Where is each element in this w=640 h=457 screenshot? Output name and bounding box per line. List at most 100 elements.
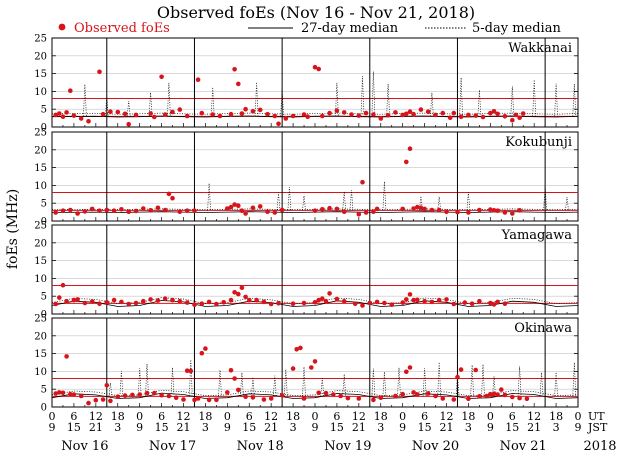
data-point-observed bbox=[159, 393, 164, 398]
data-point-observed bbox=[60, 114, 66, 119]
data-point-observed bbox=[458, 367, 464, 372]
station-panels: 0 5 10 15 20 25 Wakkanai 0 5 10 15 20 25 Kokubunji 0 5 1… bbox=[34, 34, 579, 414]
data-point-observed bbox=[524, 396, 530, 402]
data-point-observed bbox=[177, 209, 183, 214]
data-point-observed bbox=[71, 297, 77, 303]
data-point-observed bbox=[214, 301, 219, 307]
data-point-observed bbox=[71, 113, 77, 118]
panel-okinawa: 0 5 10 15 20 25 Okinawa bbox=[34, 314, 579, 414]
y-tick-label: 25 bbox=[34, 314, 47, 325]
x-tick-label-ut: 0 bbox=[49, 410, 56, 423]
x-tick-label-ut: 12 bbox=[527, 410, 541, 423]
series-5day-spike bbox=[335, 82, 339, 117]
data-point-observed bbox=[488, 391, 493, 397]
data-point-observed bbox=[447, 115, 453, 120]
data-point-observed bbox=[78, 116, 84, 121]
data-point-observed bbox=[312, 64, 318, 70]
data-point-observed bbox=[170, 109, 175, 115]
data-point-observed bbox=[130, 392, 135, 398]
data-point-observed bbox=[451, 397, 457, 402]
data-point-observed bbox=[374, 206, 380, 212]
data-point-observed bbox=[301, 396, 307, 401]
data-point-observed bbox=[75, 297, 80, 302]
data-point-observed bbox=[477, 394, 482, 399]
data-point-observed bbox=[177, 298, 183, 304]
x-tick-label-ut: 0 bbox=[136, 410, 143, 423]
data-point-observed bbox=[71, 392, 77, 397]
data-point-observed bbox=[177, 107, 183, 112]
data-point-observed bbox=[312, 300, 318, 305]
y-axis-label: foEs (MHz) bbox=[5, 189, 21, 269]
x-tick-label-jst: 9 bbox=[399, 421, 406, 434]
data-point-observed bbox=[144, 390, 150, 396]
data-point-observed bbox=[100, 397, 106, 402]
data-point-observed bbox=[429, 207, 435, 213]
data-point-observed bbox=[510, 117, 515, 123]
x-tick-label-jst: 3 bbox=[202, 421, 209, 434]
data-point-observed bbox=[162, 207, 168, 213]
data-point-observed bbox=[100, 111, 106, 117]
series-5day-spike bbox=[126, 100, 131, 117]
data-point-observed bbox=[192, 208, 197, 213]
data-point-observed bbox=[320, 113, 325, 119]
data-point-observed bbox=[108, 109, 113, 114]
x-tick-label-jst: 15 bbox=[242, 421, 256, 434]
data-point-observed bbox=[433, 393, 438, 399]
data-point-observed bbox=[53, 301, 58, 307]
data-point-observed bbox=[327, 291, 332, 296]
series-5day-spike bbox=[320, 378, 325, 397]
x-tick-label-jst: 21 bbox=[264, 421, 278, 434]
x-tick-label-jst: 15 bbox=[505, 421, 519, 434]
series-5day-median bbox=[51, 112, 579, 115]
data-point-observed bbox=[64, 298, 69, 304]
x-tick-label-ut: 0 bbox=[575, 410, 582, 423]
data-point-observed bbox=[232, 67, 237, 72]
data-point-observed bbox=[499, 387, 504, 392]
series-5day-spike bbox=[83, 84, 87, 117]
data-point-observed bbox=[64, 110, 69, 115]
data-point-observed bbox=[97, 301, 102, 307]
data-point-observed bbox=[57, 295, 62, 300]
data-point-observed bbox=[444, 209, 449, 214]
data-point-observed bbox=[491, 391, 497, 397]
data-point-observed bbox=[298, 345, 303, 351]
data-point-observed bbox=[484, 393, 490, 399]
y-tick-label: 25 bbox=[34, 221, 47, 232]
data-point-observed bbox=[232, 376, 237, 381]
data-point-observed bbox=[268, 301, 274, 307]
data-point-observed bbox=[243, 211, 248, 216]
day-label: Nov 21 bbox=[500, 439, 547, 454]
data-point-observed bbox=[495, 208, 500, 213]
series-5day-spike bbox=[371, 368, 376, 397]
legend-5day-label: 5-day median bbox=[472, 21, 561, 36]
data-point-observed bbox=[440, 110, 446, 116]
data-point-observed bbox=[400, 300, 406, 305]
panel-yamagawa: 0 5 10 15 20 25 Yamagawa bbox=[34, 221, 579, 321]
x-tick-label-ut: 0 bbox=[224, 410, 231, 423]
y-tick-label: 10 bbox=[34, 274, 47, 285]
data-point-observed bbox=[60, 282, 66, 288]
series-5day-spike bbox=[565, 197, 569, 211]
jst-axis-label: JST bbox=[587, 421, 608, 434]
data-point-observed bbox=[225, 390, 230, 395]
series-5day-spike bbox=[382, 181, 387, 211]
legend: Observed foEs 27-day median 5-day median bbox=[58, 21, 561, 36]
data-point-observed bbox=[126, 301, 131, 307]
data-point-observed bbox=[206, 397, 212, 403]
panel-wakkanai: 0 5 10 15 20 25 Wakkanai bbox=[34, 34, 579, 134]
series-5day-spike bbox=[119, 370, 124, 397]
data-point-observed bbox=[126, 121, 131, 127]
data-point-observed bbox=[115, 394, 121, 400]
x-tick-label-ut: 12 bbox=[89, 410, 103, 423]
y-tick-label: 0 bbox=[41, 310, 47, 321]
data-point-observed bbox=[316, 297, 322, 303]
data-point-observed bbox=[64, 354, 69, 359]
series-5day-spike bbox=[572, 83, 577, 117]
data-point-observed bbox=[404, 159, 409, 165]
data-point-observed bbox=[367, 300, 373, 306]
data-point-observed bbox=[415, 204, 420, 210]
series-5day-spike bbox=[108, 382, 113, 397]
data-point-observed bbox=[228, 204, 234, 210]
x-tick-label-jst: 15 bbox=[418, 421, 432, 434]
